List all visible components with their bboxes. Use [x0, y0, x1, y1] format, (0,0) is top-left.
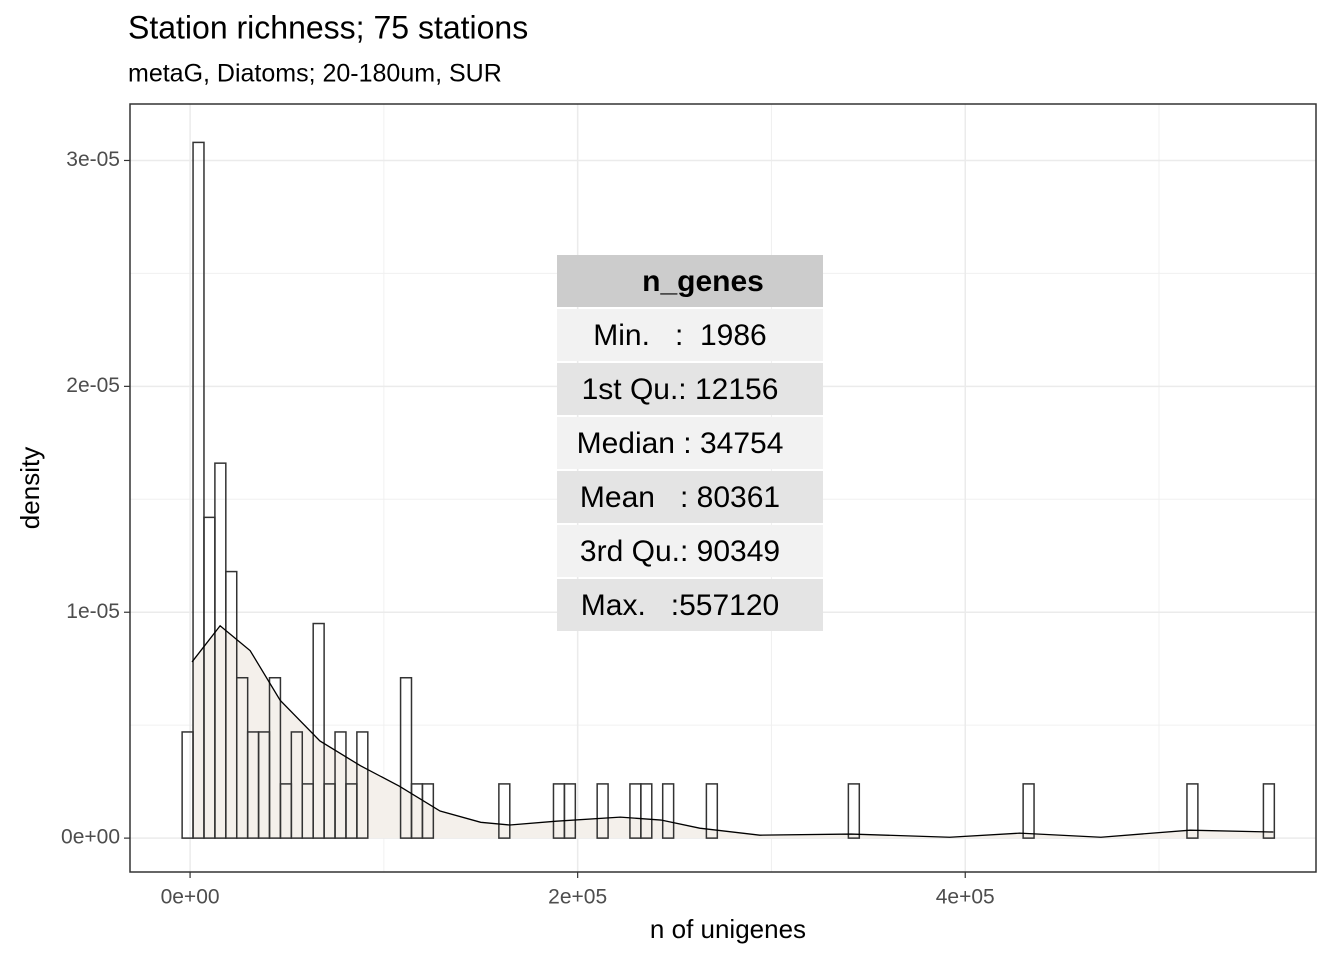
histogram-bar [498, 783, 511, 839]
density-area [192, 625, 1274, 839]
y-tick-label: 3e-05 [66, 148, 120, 171]
table-cell [557, 579, 823, 631]
histogram-bar [1262, 783, 1276, 839]
table-cell [557, 471, 823, 523]
table-header-cell [557, 255, 823, 307]
table-cell [557, 417, 823, 469]
summary-table: n_genes Min. : 1986 1st Qu.: 12156 Median :… [557, 255, 823, 631]
histogram-bar [192, 141, 205, 839]
y-tick-label: 0e+00 [61, 826, 120, 849]
histogram-bar [399, 676, 413, 839]
table-header: n_genes [642, 265, 764, 298]
y-tick-label: 2e-05 [66, 374, 120, 397]
density-line [191, 624, 1274, 838]
histogram-bar [1186, 783, 1199, 839]
x-tick-label: 4e+05 [936, 886, 995, 909]
histogram-bar [640, 783, 653, 839]
histogram-bar [421, 783, 435, 839]
chart-title: Station richness; 75 stations [128, 9, 528, 45]
y-axis-title: density [15, 447, 45, 529]
histogram-bar [661, 783, 675, 839]
table-cell-text: Mean : 80361 [580, 481, 780, 514]
histogram-bar [596, 783, 609, 839]
histogram-bar [181, 731, 194, 839]
panel-border [129, 103, 1317, 873]
table-cell [557, 309, 823, 361]
histogram-bar [1022, 783, 1035, 839]
table-cell [557, 363, 823, 415]
histogram-bar [705, 783, 719, 839]
histogram-bar [356, 731, 369, 839]
table-cell-text: 1st Qu.: 12156 [582, 373, 779, 406]
y-tick-label: 1e-05 [66, 600, 120, 623]
x-tick-label: 0e+00 [161, 886, 220, 909]
table-cell [557, 525, 823, 577]
histogram-bar [312, 622, 325, 839]
histogram-bar [563, 783, 577, 839]
x-tick-label: 2e+05 [548, 886, 607, 909]
table-cell-text: Max. :557120 [581, 589, 779, 622]
table-cell-text: Min. : 1986 [593, 319, 766, 352]
histogram-bar [268, 676, 282, 839]
table-cell-text: Median : 34754 [577, 427, 784, 460]
table-cell-text: 3rd Qu.: 90349 [580, 535, 780, 568]
x-axis-title: n of unigenes [650, 914, 806, 944]
histogram-bar [847, 783, 861, 839]
chart-subtitle: metaG, Diatoms; 20-180um, SUR [128, 60, 502, 88]
